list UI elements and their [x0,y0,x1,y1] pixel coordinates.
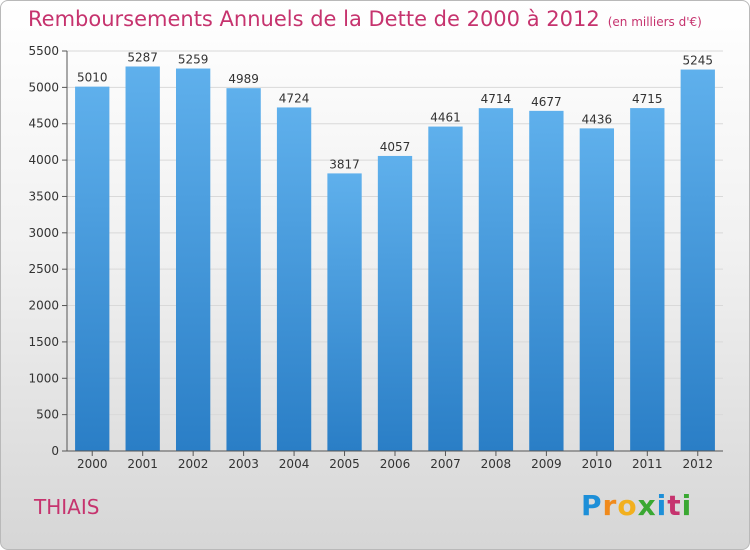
bar [75,86,110,452]
bar [579,128,615,451]
data-label: 4989 [228,72,259,86]
y-tick-label: 0 [51,444,59,458]
logo-letter: r [602,489,618,522]
bar [125,66,160,451]
logo-letter: o [617,489,638,522]
data-label: 5259 [178,53,209,67]
data-label: 4461 [430,111,461,125]
y-tick-labels: 0 500 1000 1500 2000 2500 3000 3500 4000 4500 5000… [28,44,59,458]
logo-letter: i [681,489,693,522]
bar [276,107,312,451]
x-tick-label: 2000 [77,457,108,471]
x-tick-label: 2009 [531,457,562,471]
logo-letter: i [656,489,668,522]
data-labels: 5010 5287 5259 4989 4724 3817 4057 4461 4714 4677… [77,50,713,171]
data-label: 5287 [127,50,158,64]
data-label: 4436 [582,112,613,126]
x-tick-labels: 2000 2001 2002 2003 2004 2005 2006 2007 2008 2009… [77,457,713,471]
y-tick-label: 2500 [28,262,59,276]
data-label: 4057 [380,140,411,154]
x-tick-label: 2012 [682,457,713,471]
x-tick-label: 2002 [178,457,209,471]
y-tick-label: 4000 [28,153,59,167]
data-label: 4724 [279,91,310,105]
chart-title: Remboursements Annuels de la Dette de 20… [28,7,702,31]
data-label: 5010 [77,71,108,85]
y-tick-label: 5500 [28,44,59,58]
y-tick-label: 3500 [28,189,59,203]
y-tick-label: 500 [36,408,59,422]
logo-letter: t [667,489,682,522]
y-tick-label: 1500 [28,335,59,349]
chart-title-text: Remboursements Annuels de la Dette de 20… [28,7,600,31]
data-label: 3817 [329,157,360,171]
x-tick-label: 2011 [632,457,663,471]
city-name: THIAIS [34,495,100,519]
x-tick-label: 2010 [582,457,613,471]
y-tick-label: 3000 [28,226,59,240]
bar [630,108,665,451]
logo-letter: x [637,489,657,522]
x-tick-label: 2005 [329,457,360,471]
bar [529,110,564,451]
bar [377,155,413,452]
x-tick-label: 2003 [228,457,259,471]
bars [75,66,715,452]
bar [327,173,362,451]
y-tick-label: 5000 [28,80,59,94]
axes [62,50,723,456]
data-label: 5245 [682,54,713,68]
x-tick-label: 2006 [380,457,411,471]
bar [478,108,514,451]
x-tick-label: 2008 [481,457,512,471]
y-tick-label: 1000 [28,371,59,385]
chart-subtitle: (en milliers d'€) [607,15,702,29]
bar [226,88,261,451]
logo-letter: P [581,489,603,522]
bar [428,126,463,452]
x-tick-label: 2001 [127,457,158,471]
proxiti-logo: Proxiti [581,489,692,522]
x-tick-label: 2007 [430,457,461,471]
data-label: 4714 [481,92,512,106]
bar [680,69,715,451]
bar [175,68,211,451]
y-tick-label: 2000 [28,299,59,313]
data-label: 4677 [531,95,562,109]
y-tick-label: 4500 [28,117,59,131]
data-label: 4715 [632,92,663,106]
x-tick-label: 2004 [279,457,310,471]
